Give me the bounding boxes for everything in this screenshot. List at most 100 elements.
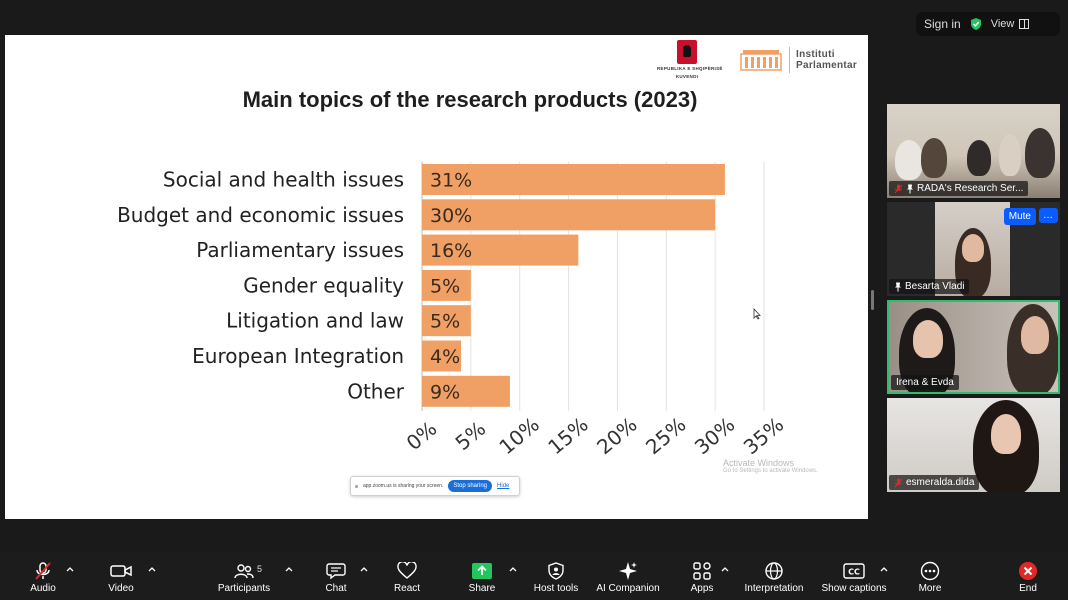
institute-logo: Instituti Parlamentar (739, 47, 857, 73)
participant-figure (921, 138, 947, 178)
participant-face (991, 414, 1021, 454)
interpretation-button[interactable]: Interpretation (738, 560, 810, 594)
globe-icon (765, 562, 783, 580)
react-button[interactable]: React (388, 560, 426, 594)
hide-share-banner-link[interactable]: Hide (497, 483, 510, 489)
x-tick-label: 15% (543, 412, 592, 459)
participant-name-tag: esmeralda.dida (889, 475, 980, 490)
bar (422, 199, 716, 231)
bar-value-label: 4% (430, 346, 460, 368)
share-label: Share (468, 583, 496, 594)
audio-label: Audio (30, 583, 56, 594)
pin-icon (907, 184, 913, 193)
svg-text:CC: CC (848, 568, 860, 577)
top-controls: Sign in View (916, 12, 1060, 36)
apps-options-caret-icon[interactable] (719, 564, 731, 574)
apps-grid-icon (693, 562, 711, 580)
sparkle-icon (619, 562, 637, 580)
bar (422, 305, 471, 337)
end-meeting-button[interactable]: End (1010, 560, 1046, 594)
participant-tile[interactable]: esmeralda.dida (887, 398, 1060, 492)
more-dots-icon (920, 561, 940, 581)
bar-value-label: 31% (430, 170, 472, 192)
mic-muted-icon (35, 562, 51, 580)
captions-options-caret-icon[interactable] (878, 564, 890, 574)
participant-tile[interactable]: RADA's Research Ser... (887, 104, 1060, 198)
category-label: Litigation and law (226, 309, 404, 333)
mic-muted-icon (894, 184, 903, 193)
show-captions-button[interactable]: CC Show captions (818, 560, 890, 594)
participants-count: 5 (257, 564, 263, 574)
drag-handle-icon[interactable] (355, 484, 358, 488)
participant-name-tag: RADA's Research Ser... (889, 181, 1029, 196)
shield-icon (548, 562, 564, 580)
x-tick-label: 5% (450, 416, 490, 455)
share-screen-icon (472, 563, 492, 579)
bar-value-label: 16% (430, 240, 472, 262)
participants-button[interactable]: Participants (214, 560, 274, 594)
watermark-subtitle: Go to Settings to activate Windows. (723, 468, 818, 474)
x-tick-label: 10% (494, 412, 543, 459)
participant-figure (999, 134, 1021, 176)
participant-name: Irena & Evda (896, 377, 954, 388)
closed-captions-icon: CC (843, 563, 865, 579)
participant-face (913, 320, 943, 358)
ai-companion-button[interactable]: AI Companion (592, 560, 664, 594)
video-options-caret-icon[interactable] (146, 564, 158, 574)
building-icon (740, 50, 782, 71)
react-label: React (393, 583, 421, 594)
shared-screen: REPUBLIKA E SHQIPËRISË KUVENDI Instituti… (5, 35, 868, 519)
screen-share-banner: app.zoom.us is sharing your screen. Stop… (350, 476, 520, 496)
logo-republic-text: REPUBLIKA E SHQIPËRISË (657, 66, 723, 71)
panel-resize-handle[interactable] (871, 290, 874, 310)
participants-options-caret-icon[interactable] (283, 564, 295, 574)
audio-options-caret-icon[interactable] (64, 564, 76, 574)
share-options-caret-icon[interactable] (507, 564, 519, 574)
category-label: Gender equality (243, 273, 404, 297)
chat-button[interactable]: Chat (318, 560, 354, 594)
participant-tile-active-speaker[interactable]: Irena & Evda (887, 300, 1060, 394)
bar-value-label: 9% (430, 381, 460, 403)
mute-participant-button[interactable]: Mute (1003, 208, 1036, 225)
x-tick-label: 35% (739, 412, 788, 459)
participants-icon (234, 564, 254, 579)
category-label: Budget and economic issues (117, 203, 404, 227)
participant-name: Besarta Vladi (905, 281, 965, 292)
participant-face (962, 234, 984, 262)
institute-name-line2: Parlamentar (796, 60, 858, 71)
apps-label: Apps (690, 583, 714, 594)
bar-value-label: 5% (430, 275, 460, 297)
institute-name-line1: Instituti (796, 49, 835, 60)
stop-sharing-button[interactable]: Stop sharing (448, 480, 493, 492)
more-button[interactable]: More (912, 560, 948, 594)
view-menu-button[interactable]: View (991, 18, 1030, 30)
host-tools-button[interactable]: Host tools (528, 560, 584, 594)
logo-kuvendi-text: KUVENDI (675, 74, 699, 79)
sign-in-link[interactable]: Sign in (924, 17, 961, 31)
category-label: European Integration (192, 344, 404, 368)
apps-button[interactable]: Apps (684, 560, 720, 594)
tile-more-options-button[interactable]: … (1039, 208, 1058, 223)
share-button[interactable]: Share (462, 560, 502, 594)
albanian-eagle-icon (677, 40, 697, 64)
video-button[interactable]: Video (101, 560, 141, 594)
x-tick-label: 30% (690, 412, 739, 459)
category-label: Social and health issues (163, 168, 404, 192)
participant-tile[interactable]: Mute … Besarta Vladi (887, 202, 1060, 296)
participants-label: Participants (217, 583, 271, 594)
audio-button[interactable]: Audio (23, 560, 63, 594)
participant-face (1021, 316, 1049, 354)
bar-chart: 0% 5% 10% 15% 20% 25% 30% 35%31%Social and heal… (117, 162, 788, 459)
pin-icon (895, 282, 901, 291)
interpretation-label: Interpretation (744, 583, 804, 594)
share-message: app.zoom.us is sharing your screen. (363, 483, 444, 489)
chat-options-caret-icon[interactable] (358, 564, 370, 574)
end-label: End (1019, 583, 1037, 594)
chat-label: Chat (325, 583, 347, 594)
x-tick-label: 25% (641, 412, 690, 459)
watermark-title: Activate Windows (723, 458, 795, 468)
participant-name-tag: Besarta Vladi (889, 279, 970, 294)
participant-figure (967, 140, 991, 176)
slide-title: Main topics of the research products (20… (242, 87, 698, 112)
bar (422, 234, 579, 266)
